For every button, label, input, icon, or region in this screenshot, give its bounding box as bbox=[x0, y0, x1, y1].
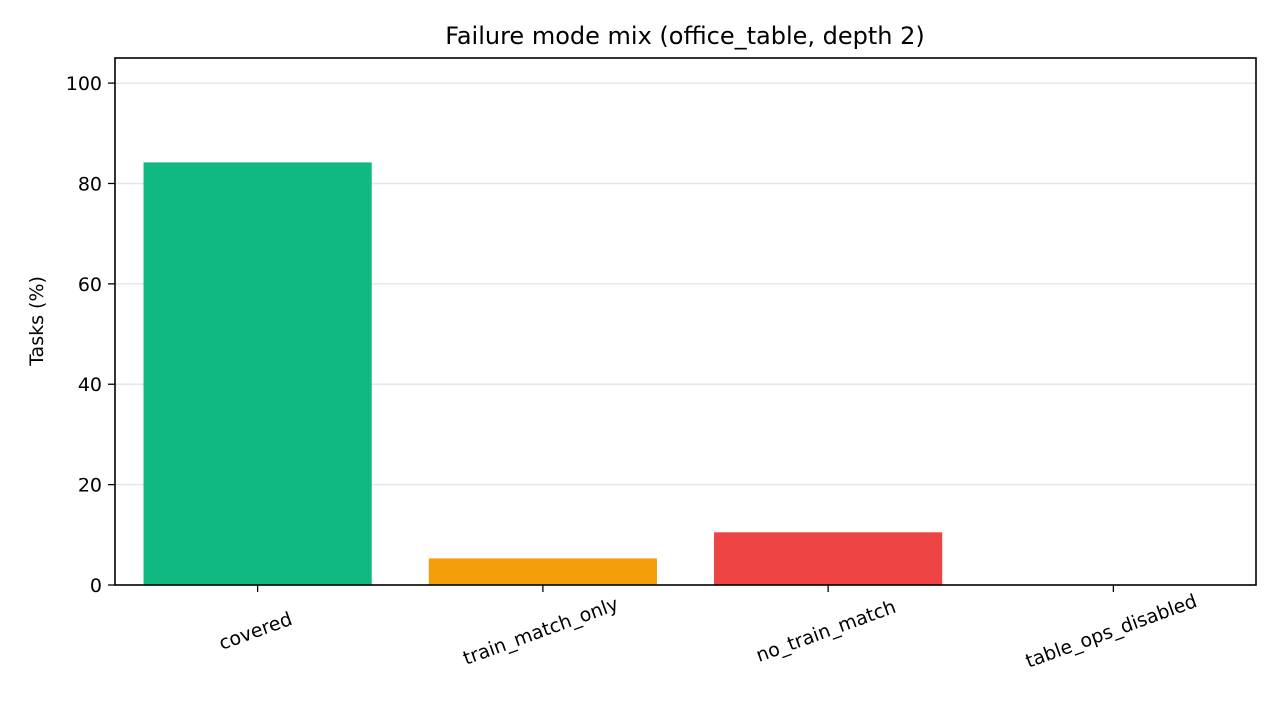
y-tick-label: 0 bbox=[90, 575, 102, 597]
x-tick-label-no-train-match: no_train_match bbox=[753, 596, 899, 667]
bar-train-match-only bbox=[428, 558, 657, 585]
bar-covered bbox=[143, 162, 372, 586]
y-tick-label: 100 bbox=[66, 73, 102, 95]
x-axis-ticks: covered train_match_only no_train_match tab… bbox=[216, 585, 1200, 673]
bar-no-train-match bbox=[714, 532, 943, 585]
x-tick-label-table-ops-disabled: table_ops_disabled bbox=[1023, 590, 1200, 672]
chart-title: Failure mode mix (office_table, depth 2) bbox=[445, 22, 925, 50]
y-tick-label: 40 bbox=[78, 374, 102, 396]
y-tick-label: 60 bbox=[78, 274, 102, 296]
x-tick-label-covered: covered bbox=[216, 608, 295, 655]
bars bbox=[143, 162, 943, 586]
x-tick-label-train-match-only: train_match_only bbox=[460, 593, 621, 670]
y-tick-label: 20 bbox=[78, 475, 102, 497]
y-axis-label: Tasks (%) bbox=[26, 276, 48, 367]
y-axis-ticks: 0 20 40 60 80 100 bbox=[66, 73, 115, 597]
y-tick-label: 80 bbox=[78, 173, 102, 195]
plot-frame bbox=[114, 57, 1257, 586]
